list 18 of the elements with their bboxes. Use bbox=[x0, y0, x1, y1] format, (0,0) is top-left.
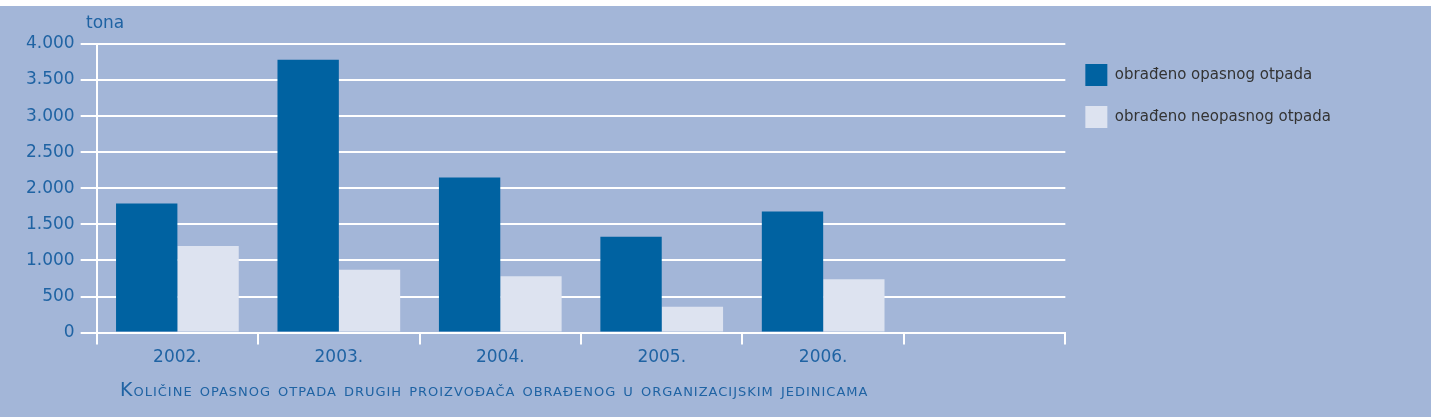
x-tick-label: 2005. bbox=[637, 346, 687, 367]
y-tick-label: 1.500 bbox=[26, 212, 75, 233]
x-tick-label: 2004. bbox=[475, 346, 525, 367]
y-tick-label: 1.000 bbox=[26, 248, 75, 269]
x-tick-label: 2006. bbox=[798, 346, 848, 367]
text: Količine opasnog otpada drugih proizvođača obrađenog u organizacijskim jedinicama bbox=[120, 378, 869, 400]
x-tick-label: 2003. bbox=[314, 346, 364, 367]
legend-label: obrađeno neopasnog otpada bbox=[1114, 106, 1332, 125]
y-tick-label: 2.500 bbox=[26, 140, 75, 161]
legend-label: obrađeno opasnog otpada bbox=[1114, 64, 1313, 83]
y-tick-label: 2.000 bbox=[26, 176, 75, 197]
y-tick-label: 4.000 bbox=[26, 32, 75, 53]
y-axis-title: tona bbox=[86, 12, 125, 32]
y-tick-label: 3.000 bbox=[26, 104, 75, 125]
y-tick-label: 0 bbox=[63, 321, 75, 342]
y-tick-label: 3.500 bbox=[26, 68, 75, 89]
y-tick-label: 500 bbox=[42, 284, 75, 305]
x-tick-label: 2002. bbox=[153, 346, 202, 367]
